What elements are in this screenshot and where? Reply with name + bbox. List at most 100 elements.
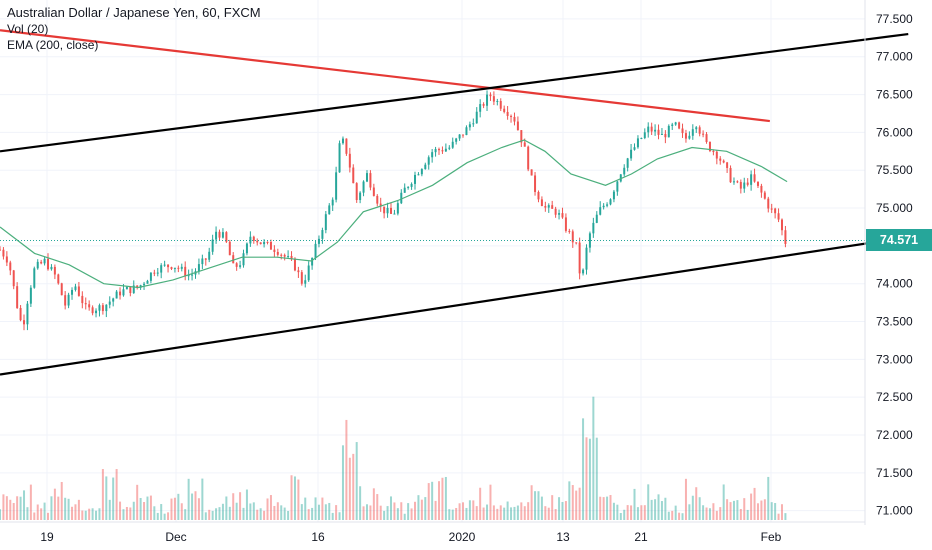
candle-body <box>630 149 633 159</box>
volume-bar <box>774 503 777 520</box>
candle-body <box>667 125 670 138</box>
volume-bar <box>317 504 320 520</box>
volume-bar <box>513 506 516 520</box>
volume-bar <box>554 509 557 520</box>
candle-body <box>780 219 783 231</box>
volume-bar <box>582 418 585 520</box>
volume-bar <box>225 496 228 520</box>
candle-body <box>359 192 362 201</box>
candle-body <box>252 236 255 241</box>
candle-body <box>530 169 533 176</box>
candle-body <box>681 128 684 134</box>
volume-bar <box>26 507 29 520</box>
candle-body <box>671 124 674 126</box>
grid <box>0 0 865 522</box>
volume-bar <box>564 501 567 520</box>
time-tick-label: 16 <box>311 530 325 544</box>
candle-body <box>715 151 718 159</box>
volume-bar <box>770 502 773 520</box>
candle-body <box>657 129 660 135</box>
volume-bar <box>516 505 519 520</box>
candle-body <box>386 207 389 214</box>
candle-body <box>81 295 84 304</box>
volume-bar <box>386 506 389 520</box>
volume-bar <box>420 499 423 520</box>
volume-bar <box>451 509 454 520</box>
candle-body <box>767 198 770 209</box>
candle-body <box>211 239 214 252</box>
price-axis[interactable]: 77.50077.00076.50076.00075.50075.00074.5… <box>876 12 913 518</box>
candle-body <box>544 206 547 208</box>
volume-bar <box>129 507 132 520</box>
candle-body <box>568 230 571 232</box>
volume-bar <box>650 499 653 520</box>
candle-body <box>77 286 80 296</box>
volume-bar <box>479 487 482 520</box>
volume-bar <box>722 484 725 520</box>
volume-bar <box>702 505 705 520</box>
volume-bar <box>671 510 674 520</box>
candle-body <box>468 124 471 128</box>
candle-body <box>602 205 605 208</box>
candle-body <box>276 251 279 255</box>
candle-body <box>760 185 763 193</box>
candle-body <box>324 214 327 231</box>
volume-bar <box>53 488 56 520</box>
price-tick-label: 75.000 <box>876 201 913 215</box>
volume-bar <box>561 502 564 520</box>
volume-bar <box>369 505 372 520</box>
candle-body <box>516 121 519 131</box>
candle-body <box>595 214 598 223</box>
candle-body <box>379 203 382 207</box>
volume-bar <box>623 509 626 520</box>
volume-indicator-label[interactable]: Vol (20) <box>7 22 49 36</box>
candle-body <box>369 173 372 188</box>
ema-line <box>0 139 788 289</box>
volume-bar <box>455 507 458 520</box>
volume-bar <box>431 481 434 520</box>
volume-bar <box>77 499 80 520</box>
candle-body <box>160 265 163 273</box>
candle-body <box>523 142 526 147</box>
time-tick-label: 19 <box>40 530 54 544</box>
time-axis[interactable]: 19 Dec 16 2020 13 21 Feb <box>40 530 781 544</box>
volume-bar <box>184 509 187 520</box>
volume-bar <box>448 509 451 520</box>
candle-body <box>705 134 708 142</box>
price-tick-label: 72.000 <box>876 428 913 442</box>
candle-body <box>119 291 122 296</box>
candle-body <box>438 149 441 151</box>
ema-indicator-label[interactable]: EMA (200, close) <box>7 38 99 52</box>
candle-body <box>125 286 128 290</box>
candle-body <box>520 130 523 143</box>
symbol-title[interactable]: Australian Dollar / Japanese Yen, 60, FX… <box>7 5 261 20</box>
volume-bar <box>156 512 159 520</box>
time-tick-label: 2020 <box>449 530 476 544</box>
volume-bar <box>197 498 200 520</box>
volume-bar <box>101 469 104 520</box>
volume-bar <box>544 506 547 520</box>
volume-bar <box>50 496 53 520</box>
candle-body <box>132 285 135 294</box>
candle-body <box>98 305 101 311</box>
time-tick-label: Dec <box>165 530 186 544</box>
volume-bar <box>547 507 550 520</box>
volume-bar <box>266 498 269 520</box>
volume-bar <box>636 507 639 520</box>
candle-body <box>259 242 262 245</box>
candle-body <box>314 243 317 259</box>
volume-bar <box>95 510 98 520</box>
volume-bar <box>242 507 245 520</box>
candle-body <box>112 298 115 302</box>
volume-bar <box>414 501 417 520</box>
candle-body <box>64 295 67 306</box>
candle-body <box>115 291 118 299</box>
volume-bar <box>43 502 46 520</box>
candle-body <box>654 129 657 132</box>
price-tick-label: 71.000 <box>876 504 913 518</box>
volume-bar <box>365 504 368 520</box>
volume-bar <box>228 506 231 520</box>
volume-bar <box>119 501 122 520</box>
